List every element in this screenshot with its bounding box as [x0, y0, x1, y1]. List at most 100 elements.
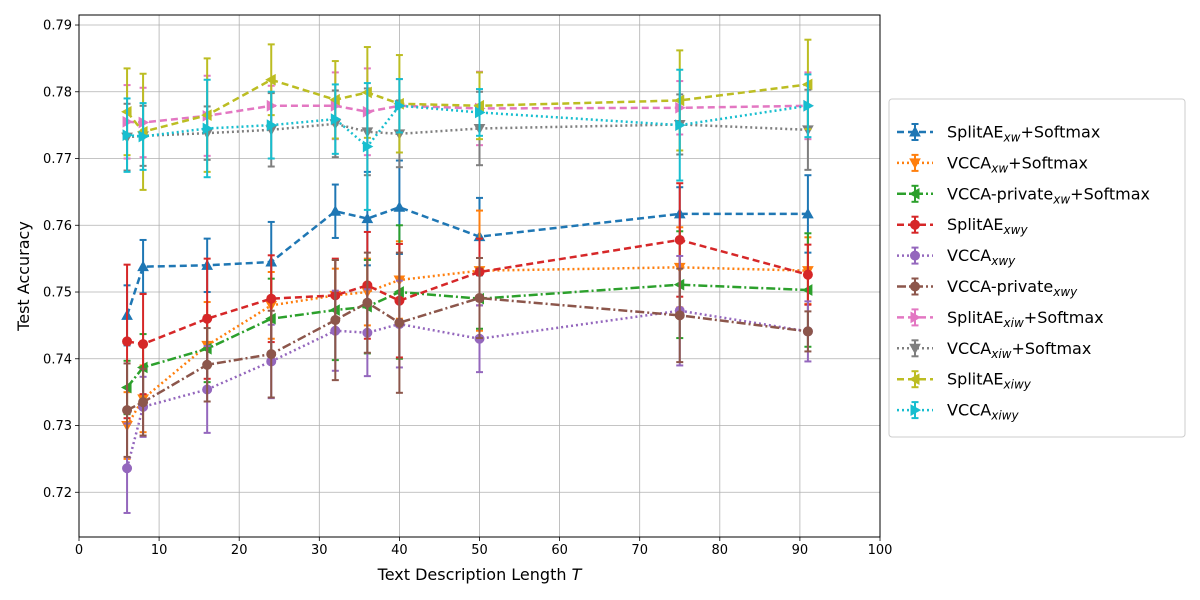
series-line — [125, 205, 808, 316]
data-point — [394, 99, 406, 112]
legend-entry: VCCAxiwy — [897, 401, 1019, 423]
x-tick-label: 20 — [231, 543, 248, 558]
series-vcca-private-xwy — [122, 251, 813, 458]
legend-label: SplitAExiw+Softmax — [947, 308, 1104, 330]
legend-entry: SplitAExiwy — [897, 370, 1032, 392]
series-line — [126, 122, 808, 139]
y-tick-label: 0.72 — [43, 486, 72, 501]
legend-marker — [910, 281, 920, 292]
data-point — [362, 297, 373, 308]
data-point — [475, 106, 486, 119]
y-tick-label: 0.76 — [43, 219, 72, 234]
data-point — [122, 463, 133, 474]
legend-marker — [910, 404, 922, 416]
legend-label: VCCAxw+Softmax — [947, 153, 1088, 175]
data-point — [122, 405, 133, 416]
data-point — [122, 129, 134, 142]
series-splitae-xw-softmax — [121, 159, 814, 347]
legend: SplitAExw+Softmax VCCAxw+Softmax VCCA-priv… — [888, 98, 1186, 438]
x-tick-label: 60 — [551, 543, 568, 558]
x-tick-label: 70 — [631, 543, 648, 558]
data-point — [362, 140, 374, 153]
data-point — [202, 359, 213, 370]
legend-entry: VCCAxiw+Softmax — [897, 339, 1091, 361]
y-axis: 0.72 0.73 0.74 0.75 0.76 0.77 0.78 0.79 — [43, 19, 79, 501]
data-point — [394, 317, 405, 328]
data-point — [674, 310, 685, 321]
y-tick-label: 0.77 — [43, 152, 72, 167]
legend-entry: SplitAExiw+Softmax — [897, 308, 1104, 330]
data-point — [122, 336, 133, 347]
x-tick-label: 50 — [471, 543, 488, 558]
legend-label: VCCA-privatexw+Softmax — [947, 184, 1150, 206]
data-point — [266, 349, 277, 360]
x-axis-label: Text Description Length T — [377, 565, 583, 584]
legend-label: VCCAxwy — [947, 246, 1016, 268]
y-tick-label: 0.75 — [43, 286, 72, 301]
legend-entry: VCCA-privatexwy — [897, 277, 1078, 299]
legend-marker — [908, 373, 920, 386]
data-point — [137, 260, 149, 272]
data-point — [474, 293, 485, 304]
x-tick-label: 90 — [792, 543, 809, 558]
x-tick-label: 0 — [75, 543, 83, 558]
series-vcca-xiw-softmax — [121, 87, 814, 177]
series-line — [126, 283, 808, 389]
x-axis: 0 10 20 30 40 50 60 70 80 90 100 — [75, 537, 893, 558]
legend-marker — [910, 250, 920, 261]
data-point — [674, 234, 685, 245]
legend-entry: SplitAExwy — [897, 215, 1028, 237]
x-tick-label: 80 — [712, 543, 729, 558]
data-point — [265, 73, 276, 86]
x-tick-label: 30 — [311, 543, 328, 558]
data-point — [675, 119, 686, 131]
x-tick-label: 40 — [391, 543, 408, 558]
legend-entry: VCCAxw+Softmax — [897, 153, 1088, 175]
legend-marker — [910, 311, 922, 324]
legend-entry: SplitAExw+Softmax — [897, 123, 1100, 145]
legend-marker — [908, 187, 920, 200]
legend-entry: VCCA-privatexw+Softmax — [897, 184, 1150, 206]
series-vcca-xw-softmax — [121, 209, 814, 460]
legend-marker — [909, 158, 921, 169]
data-point — [202, 313, 213, 324]
data-point — [138, 397, 149, 408]
y-axis-label: Test Accuracy — [14, 221, 33, 332]
series-vcca-xwy — [122, 254, 813, 514]
legend-marker — [909, 125, 921, 137]
legend-marker — [909, 343, 921, 355]
series-line — [126, 238, 809, 346]
series-line — [126, 296, 809, 412]
data-point — [329, 205, 342, 216]
data-point — [330, 113, 342, 125]
data-point — [802, 269, 813, 280]
series-line — [126, 104, 809, 149]
legend-label: SplitAExw+Softmax — [947, 123, 1100, 145]
series-line — [127, 104, 808, 124]
y-tick-label: 0.74 — [43, 352, 72, 367]
legend-entry: VCCAxwy — [897, 246, 1016, 268]
legend-label: VCCA-privatexwy — [947, 277, 1078, 299]
x-tick-label: 100 — [868, 543, 893, 558]
data-point — [361, 212, 374, 224]
data-point — [266, 293, 277, 304]
data-point — [330, 315, 341, 326]
data-point — [802, 326, 813, 337]
series-line — [125, 309, 809, 469]
data-point — [803, 99, 814, 112]
series-vcca-xiwy — [122, 68, 814, 211]
legend-label: VCCAxiwy — [947, 401, 1019, 423]
series-line — [126, 78, 809, 134]
series-splitae-xiw-softmax — [122, 67, 814, 160]
legend-label: SplitAExwy — [947, 215, 1028, 237]
data-point — [393, 201, 406, 212]
data-point — [802, 207, 814, 219]
legend-label: SplitAExiwy — [947, 370, 1032, 392]
y-tick-label: 0.79 — [43, 19, 72, 34]
y-tick-label: 0.78 — [43, 85, 72, 100]
legend-label: VCCAxiw+Softmax — [947, 339, 1091, 361]
legend-box — [888, 98, 1186, 438]
y-tick-label: 0.73 — [43, 419, 72, 434]
data-point — [266, 119, 278, 131]
